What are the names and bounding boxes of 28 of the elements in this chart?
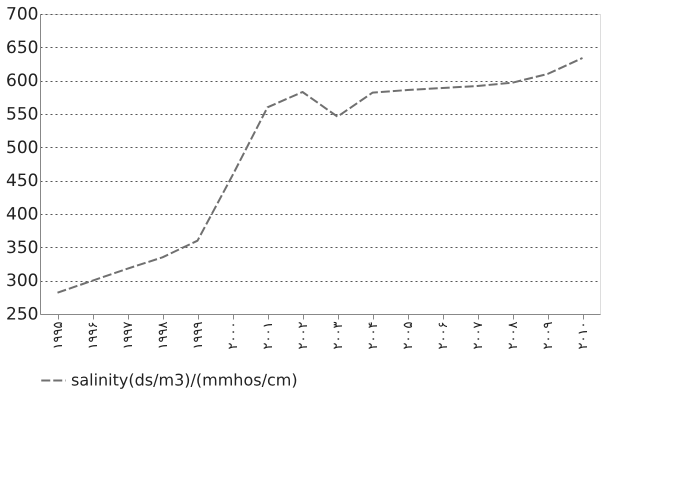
- y-tick-label: 300: [6, 271, 38, 292]
- y-tick-label: 450: [6, 171, 38, 192]
- x-tick-label: ۲۰۰۰: [226, 322, 241, 350]
- x-tick-label: ۲۰۰۴: [366, 321, 381, 350]
- y-tick-label: 550: [6, 104, 38, 124]
- x-tick-label: ۲۰۱۰: [576, 322, 591, 350]
- y-tick-label: 500: [6, 138, 38, 158]
- x-tick-label: ۱۹۹۵: [51, 321, 66, 350]
- x-tick-label: ۲۰۰۹: [541, 321, 556, 350]
- y-tick-label: 250: [6, 304, 38, 324]
- line-series: [56, 57, 584, 294]
- x-tick-label: ۱۹۹۸: [156, 321, 171, 350]
- y-tick-label: 700: [6, 4, 38, 24]
- x-tick-label: ۲۰۰۳: [331, 321, 346, 350]
- x-tick-label: ۲۰۰۶: [436, 322, 451, 350]
- legend-label: salinity(ds/m3)/(mmhos/cm): [71, 370, 298, 390]
- x-tick-label: ۱۹۹۶: [86, 322, 101, 350]
- y-tick-label: 350: [6, 238, 38, 258]
- x-tick-label: ۲۰۰۲: [296, 321, 311, 350]
- x-tick-label: ۲۰۰۸: [506, 321, 521, 350]
- y-tick-label: 600: [6, 71, 38, 92]
- x-tick-label: ۱۹۹۹: [191, 321, 206, 350]
- x-tick-label: ۲۰۰۱: [261, 322, 276, 350]
- x-tick-label: ۱۹۹۷: [121, 321, 136, 350]
- y-tick-label: 650: [6, 38, 38, 58]
- x-tick-label: ۲۰۰۷: [471, 321, 486, 350]
- x-tick-label: ۲۰۰۵: [401, 321, 416, 350]
- y-tick-label: 400: [6, 204, 38, 224]
